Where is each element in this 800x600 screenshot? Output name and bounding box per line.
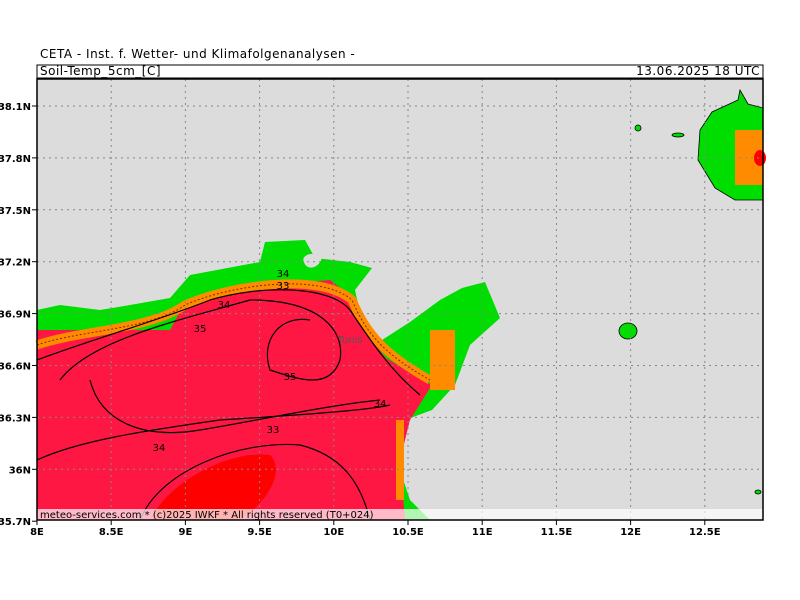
lon-label: 9E — [179, 527, 193, 538]
contour-line — [139, 443, 371, 521]
lat-label: 37.2N — [0, 258, 31, 269]
contour-label: 33 — [277, 281, 290, 292]
lon-label: 10.5E — [392, 527, 424, 538]
island — [754, 489, 762, 495]
contour-line — [36, 404, 391, 461]
gradient-band — [430, 330, 455, 390]
contour-label: 33 — [267, 425, 280, 436]
contour-label: 35 — [194, 324, 207, 335]
contour-line — [89, 379, 381, 434]
lon-label: 8.5E — [99, 527, 124, 538]
lon-label: 8E — [30, 527, 44, 538]
hot-region — [150, 454, 276, 520]
frame — [36, 78, 764, 521]
contour-label: 34 — [153, 443, 166, 454]
lat-label: 35.7N — [0, 517, 31, 528]
lon-label: 11.5E — [541, 527, 573, 538]
contour-label: 34 — [374, 399, 387, 410]
contour-label: 34 — [277, 269, 290, 280]
footer: meteo-services.com * (c)2025 IWKF * All … — [40, 510, 374, 521]
contour-label: 35 — [284, 372, 297, 383]
gradient-lines — [36, 283, 431, 381]
contour-line — [36, 289, 421, 396]
city-label: Tunis — [336, 335, 362, 346]
contour-label: 34 — [218, 300, 231, 311]
island — [634, 124, 642, 132]
lat-label: 36N — [9, 465, 31, 476]
lake — [303, 253, 322, 268]
datetime: 13.06.2025 18 UTC — [636, 64, 760, 78]
header-box — [36, 64, 764, 79]
lon-label: 12E — [620, 527, 641, 538]
lat-label: 37.8N — [0, 154, 31, 165]
lat-label: 36.9N — [0, 310, 31, 321]
lon-label: 11E — [472, 527, 493, 538]
map-area: 34 35 35 33 34 34 33 34 Tunis meteo-serv… — [35, 79, 766, 521]
lon-label: 12.5E — [689, 527, 721, 538]
footer-band — [37, 509, 763, 520]
island — [671, 132, 685, 138]
lat-label: 36.6N — [0, 362, 31, 373]
island — [618, 322, 638, 340]
title: CETA - Inst. f. Wetter- und Klimafolgena… — [40, 47, 355, 61]
lon-label: 10E — [323, 527, 344, 538]
contour-line — [59, 299, 342, 381]
lat-label: 37.5N — [0, 206, 31, 217]
hot-region — [754, 150, 766, 166]
lat-label: 36.3N — [0, 413, 31, 424]
lon-label: 9.5E — [247, 527, 272, 538]
variable: Soil-Temp_5cm_[C] — [40, 64, 161, 78]
lat-label: 38.1N — [0, 102, 31, 113]
